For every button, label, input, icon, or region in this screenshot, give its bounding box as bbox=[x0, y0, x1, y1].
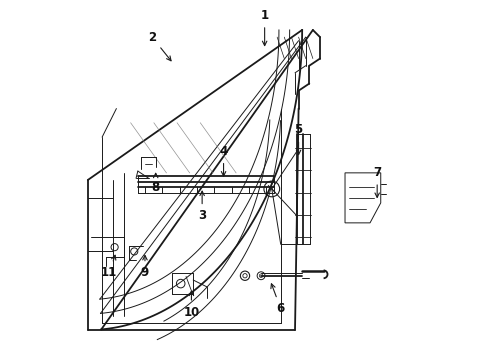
Text: 10: 10 bbox=[183, 291, 199, 319]
Text: 1: 1 bbox=[261, 9, 269, 46]
Text: 8: 8 bbox=[151, 173, 160, 194]
Text: 5: 5 bbox=[294, 123, 303, 154]
Text: 2: 2 bbox=[148, 31, 171, 61]
Text: 3: 3 bbox=[198, 191, 206, 222]
Text: 9: 9 bbox=[141, 256, 149, 279]
Text: 6: 6 bbox=[271, 284, 285, 315]
Text: 11: 11 bbox=[101, 255, 118, 279]
Text: 7: 7 bbox=[373, 166, 381, 197]
Text: 4: 4 bbox=[220, 145, 228, 176]
